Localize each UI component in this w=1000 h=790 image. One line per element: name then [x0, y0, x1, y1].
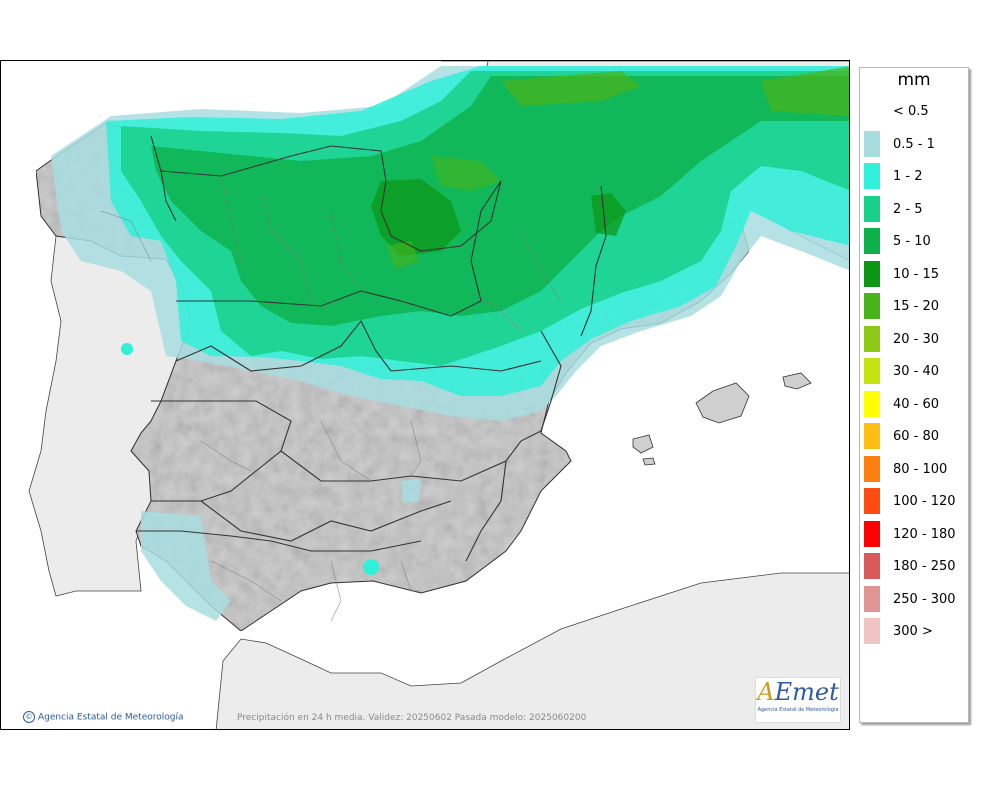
legend-swatch: [864, 553, 880, 579]
precip-1-2: [121, 343, 133, 355]
menorca: [782, 372, 812, 390]
legend-swatch: [864, 618, 880, 644]
precip-15-20: [501, 71, 641, 106]
precip-0.5-1: [141, 511, 231, 621]
precip-0.5-1: [401, 479, 421, 503]
legend-label: 1 - 2: [893, 169, 923, 184]
legend-item: 40 - 60: [864, 390, 966, 417]
regional-boundaries: [136, 135, 607, 562]
legend-swatch: [864, 195, 880, 222]
legend-swatch: [864, 520, 880, 547]
precip-15-20: [761, 66, 849, 116]
province-boundaries: [100, 175, 562, 622]
legend-title: mm: [897, 70, 931, 90]
legend-item: 2 - 5: [864, 195, 966, 222]
map-canvas: [28, 61, 849, 729]
legend-label: 10 - 15: [893, 266, 940, 282]
aemet-logo-subtitle: Agencia Estatal de Meteorología: [757, 707, 839, 713]
legend-item: 5 - 10: [864, 228, 966, 254]
precipitation-map: © Agencia Estatal de Meteorología Precipi…: [0, 60, 850, 730]
legend: mm < 0.5 0.5 - 1 1 - 2 2 - 5 5 - 10 10 - 15 15…: [859, 67, 969, 723]
legend-label: 100 - 120: [893, 494, 956, 509]
legend-label: 120 - 180: [893, 526, 956, 542]
legend-label: < 0.5: [893, 104, 929, 119]
legend-item: 250 - 300: [864, 585, 966, 612]
legend-swatch: [864, 130, 880, 157]
precip-15-20: [386, 241, 419, 269]
mallorca: [695, 382, 750, 424]
africa-land: [215, 572, 849, 729]
precip-1-2: [363, 559, 379, 575]
legend-label: 5 - 10: [893, 234, 931, 249]
legend-item: 300 >: [864, 618, 966, 644]
legend-swatch: [864, 390, 880, 417]
legend-label: 300 >: [893, 624, 933, 639]
legend-label: 40 - 60: [893, 396, 940, 412]
legend-label: 30 - 40: [893, 364, 940, 379]
legend-item: 100 - 120: [864, 488, 966, 514]
legend-swatch: [864, 325, 880, 352]
legend-item: 1 - 2: [864, 163, 966, 189]
precip-10-15: [591, 193, 626, 236]
aemet-logo: AEmet Agencia Estatal de Meteorología: [755, 677, 841, 723]
legend-swatch: [864, 585, 880, 612]
agency-credit: © Agencia Estatal de Meteorología: [23, 711, 184, 723]
legend-label: 80 - 100: [893, 461, 948, 477]
legend-item: 10 - 15: [864, 260, 966, 287]
aemet-logo-mark: AEmet: [757, 678, 839, 706]
legend-item: < 0.5: [864, 98, 966, 124]
ibiza: [632, 434, 654, 454]
legend-swatch: [864, 293, 880, 319]
legend-label: 2 - 5: [893, 201, 923, 217]
legend-label: 180 - 250: [893, 559, 956, 574]
legend-label: 60 - 80: [893, 429, 940, 444]
copyright-icon: ©: [23, 711, 35, 723]
legend-item: 30 - 40: [864, 358, 966, 384]
legend-swatch: [864, 260, 880, 287]
legend-swatch: [864, 488, 880, 514]
legend-swatch: [864, 163, 880, 189]
legend-item: 180 - 250: [864, 553, 966, 579]
legend-label: 0.5 - 1: [893, 136, 935, 152]
legend-label: 250 - 300: [893, 591, 956, 607]
legend-item: 20 - 30: [864, 325, 966, 352]
precip-5-10: [151, 76, 849, 326]
legend-swatch: [864, 358, 880, 384]
formentera: [642, 457, 656, 466]
legend-item: 80 - 100: [864, 455, 966, 482]
legend-item: 15 - 20: [864, 293, 966, 319]
legend-swatch: [864, 455, 880, 482]
legend-item: 0.5 - 1: [864, 130, 966, 157]
precip-15-20: [431, 156, 501, 191]
map-caption: Precipitación en 24 h media. Validez: 20…: [237, 713, 587, 723]
legend-swatch: [864, 228, 880, 254]
legend-item: 120 - 180: [864, 520, 966, 547]
legend-label: 15 - 20: [893, 299, 940, 314]
legend-item: 60 - 80: [864, 423, 966, 449]
legend-label: 20 - 30: [893, 331, 940, 347]
agency-credit-text: Agencia Estatal de Meteorología: [38, 712, 184, 723]
legend-swatch: [864, 423, 880, 449]
